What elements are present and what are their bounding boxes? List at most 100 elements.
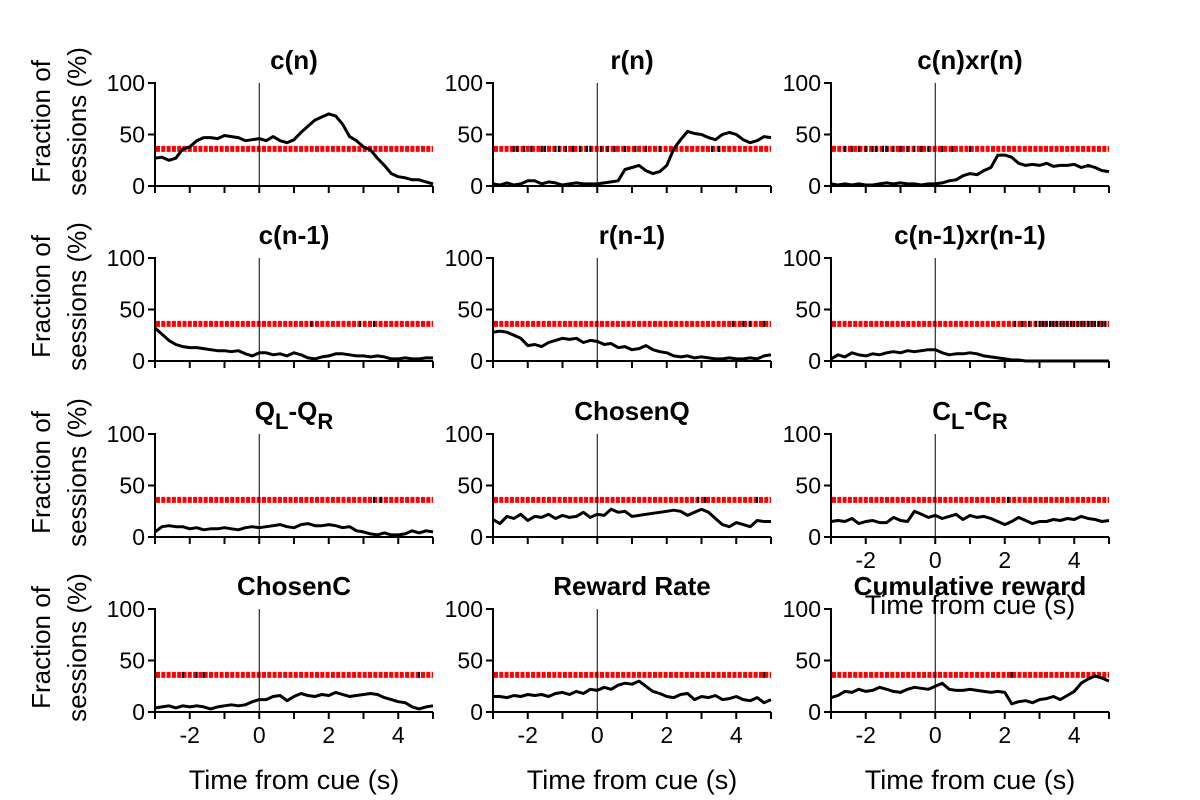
subplot-3: 0 50 100 c(n)xr(n) <box>783 45 1110 199</box>
title-subscript: R <box>317 409 333 434</box>
y-tick-label: 100 <box>107 245 145 271</box>
title-part: c(n)xr(n) <box>917 45 1022 75</box>
y-tick-label: 0 <box>808 524 821 550</box>
data-line <box>830 348 1109 363</box>
subplot-title: c(n-1) <box>259 220 330 250</box>
title-part: ChosenQ <box>574 396 690 426</box>
subplot-title: ChosenC <box>237 571 351 601</box>
x-tick-label: 4 <box>1068 722 1081 748</box>
y-tick-label: 100 <box>445 596 483 622</box>
x-tick-label: 4 <box>730 722 743 748</box>
y-tick-label: 50 <box>119 297 145 323</box>
title-part: Reward Rate <box>553 571 711 601</box>
y-axis-label-line2: sessions (%) <box>62 573 92 722</box>
data-line <box>492 507 771 529</box>
subplot-title: QL-QR <box>255 396 334 434</box>
data-line <box>154 690 434 711</box>
y-tick-label: 100 <box>107 421 145 447</box>
y-tick-label: 100 <box>783 70 821 96</box>
y-tick-label: 0 <box>470 524 483 550</box>
title-part: r(n-1) <box>599 220 665 250</box>
y-tick-label: 50 <box>457 122 483 148</box>
x-tick-label: -2 <box>518 722 538 748</box>
x-tick-label: 0 <box>929 547 942 573</box>
title-part: Q <box>255 396 275 426</box>
y-tick-label: 0 <box>132 173 145 199</box>
subplot-2: 0 50 100 r(n) <box>445 45 772 199</box>
y-tick-label: 50 <box>795 473 821 499</box>
subplot-9: 0 50 100 -2 0 2 4 Time from cue (s) CL-CR <box>783 396 1110 620</box>
x-axis-label: Time from cue (s) <box>865 590 1076 620</box>
x-tick-label: 2 <box>998 547 1011 573</box>
subplot-title: r(n-1) <box>599 220 665 250</box>
y-tick-label: 0 <box>132 699 145 725</box>
title-subscript: L <box>951 409 964 434</box>
subplot-title: ChosenQ <box>574 396 690 426</box>
title-part: c(n) <box>270 45 318 75</box>
x-axis-label: Time from cue (s) <box>189 765 400 795</box>
title-subscript: R <box>992 409 1008 434</box>
x-axis-label: Time from cue (s) <box>865 765 1076 795</box>
data-line <box>154 522 434 537</box>
subplot-6: 0 50 100 c(n-1)xr(n-1) <box>783 220 1110 374</box>
x-tick-label: -2 <box>180 722 200 748</box>
data-line <box>492 329 772 361</box>
y-tick-label: 0 <box>132 348 145 374</box>
title-part: c(n-1) <box>259 220 330 250</box>
subplot-11: 0 50 100 -2 0 2 4 Time from cue (s) Reward Rate <box>445 571 772 795</box>
subplot-4: 0 50 100 c(n-1) <box>107 220 434 374</box>
y-tick-label: 0 <box>808 699 821 725</box>
y-tick-label: 0 <box>808 348 821 374</box>
x-tick-label: -2 <box>856 722 876 748</box>
subplot-1: 0 50 100 c(n) <box>107 45 434 199</box>
subplot-10: 0 50 100 -2 0 2 4 Time from cue (s) ChosenC <box>107 571 434 795</box>
y-tick-label: 0 <box>808 173 821 199</box>
subplot-title: CL-CR <box>932 396 1008 434</box>
y-tick-label: 50 <box>119 122 145 148</box>
x-tick-label: 2 <box>322 722 335 748</box>
subplot-7: 0 50 100 QL-QR <box>107 396 434 550</box>
title-subscript: L <box>275 409 288 434</box>
subplot-8: 0 50 100 ChosenQ <box>445 396 772 550</box>
data-line <box>154 326 433 361</box>
data-line <box>493 679 772 705</box>
x-tick-label: 0 <box>929 722 942 748</box>
y-tick-label: 50 <box>119 648 145 674</box>
y-tick-label: 50 <box>795 648 821 674</box>
y-tick-label: 100 <box>783 245 821 271</box>
y-tick-label: 100 <box>445 421 483 447</box>
y-tick-label: 50 <box>119 473 145 499</box>
y-tick-label: 0 <box>470 173 483 199</box>
y-tick-label: 100 <box>445 245 483 271</box>
y-tick-label: 50 <box>457 648 483 674</box>
data-line <box>830 509 1110 527</box>
title-part: r(n) <box>610 45 653 75</box>
y-axis-label-line1: Fraction of <box>26 585 56 709</box>
y-tick-label: 100 <box>107 70 145 96</box>
x-tick-label: 2 <box>998 722 1011 748</box>
data-line <box>830 153 1110 187</box>
title-part: Cumulative reward <box>854 571 1087 601</box>
x-tick-label: 4 <box>1068 547 1081 573</box>
y-tick-label: 100 <box>783 596 821 622</box>
y-axis-label-line2: sessions (%) <box>62 47 92 196</box>
subplot-title: c(n) <box>270 45 318 75</box>
x-tick-label: 0 <box>253 722 266 748</box>
x-tick-label: 0 <box>591 722 604 748</box>
x-axis-label: Time from cue (s) <box>527 765 738 795</box>
title-part: -C <box>964 396 992 426</box>
x-tick-label: -2 <box>856 547 876 573</box>
y-axis-label-line1: Fraction of <box>26 59 56 183</box>
y-tick-label: 0 <box>470 699 483 725</box>
subplot-title: c(n-1)xr(n-1) <box>894 220 1046 250</box>
y-axis-label-line2: sessions (%) <box>62 398 92 547</box>
title-part: -Q <box>288 396 317 426</box>
y-axis-label-line1: Fraction of <box>26 410 56 534</box>
y-axis-label-line1: Fraction of <box>26 234 56 358</box>
subplot-title: Reward Rate <box>553 571 711 601</box>
y-tick-label: 50 <box>457 297 483 323</box>
subplot-5: 0 50 100 r(n-1) <box>445 220 772 374</box>
y-tick-label: 100 <box>445 70 483 96</box>
x-tick-label: 4 <box>392 722 405 748</box>
